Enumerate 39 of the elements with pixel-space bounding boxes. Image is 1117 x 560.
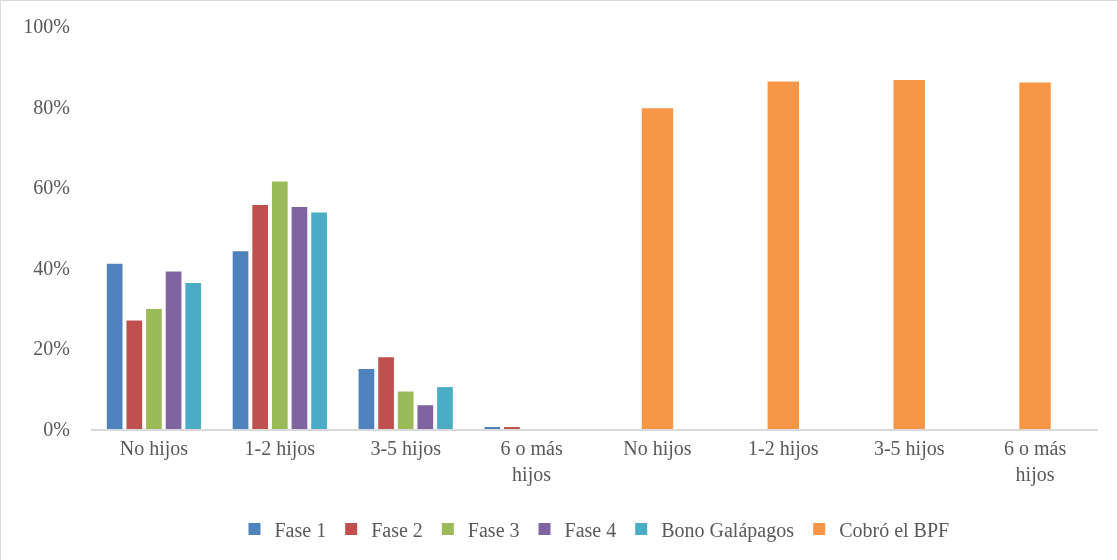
bar: [232, 251, 249, 429]
legend-label: Fase 4: [564, 518, 617, 541]
y-tick-label: 100%: [23, 15, 70, 37]
bar: [1019, 82, 1051, 429]
bar: [417, 405, 434, 429]
bar: [185, 283, 202, 429]
y-tick-label: 20%: [33, 337, 70, 360]
bar: [311, 212, 327, 429]
bar: [437, 387, 453, 429]
y-tick-label: 80%: [33, 95, 70, 118]
bar: [165, 271, 182, 429]
bar: [146, 308, 162, 429]
legend-label: Bono Galápagos: [661, 518, 795, 542]
x-tick-label: 1-2 hijos: [244, 437, 316, 460]
legend-label: Cobró el BPF: [839, 518, 950, 541]
bar: [767, 81, 800, 429]
legend-label: Fase 3: [467, 518, 520, 541]
legend-label: Fase 2: [371, 518, 423, 541]
bar: [641, 108, 674, 429]
bar: [893, 80, 925, 429]
x-tick-label: No hijos: [623, 437, 692, 460]
x-tick-label: 1-2 hijos: [748, 437, 819, 460]
x-tick-label: 3-5 hijos: [370, 437, 442, 460]
bar: [291, 206, 308, 429]
y-tick-label: 60%: [33, 176, 70, 199]
bar: [106, 263, 123, 429]
bar: [252, 204, 269, 429]
bar: [397, 391, 414, 429]
bar: [358, 368, 375, 429]
bar: [378, 357, 394, 429]
x-tick-label: No hijos: [119, 437, 189, 460]
y-tick-label: 40%: [33, 256, 70, 279]
x-tick-label: 6 o más hijos: [500, 437, 563, 486]
legend-label: Fase 1: [274, 518, 327, 541]
x-tick-label: 3-5 hijos: [873, 437, 945, 460]
bar: [271, 181, 288, 429]
x-tick-label: 6 o más hijos: [1003, 437, 1067, 486]
y-tick-label: 0%: [43, 418, 70, 440]
bar: [126, 320, 143, 429]
